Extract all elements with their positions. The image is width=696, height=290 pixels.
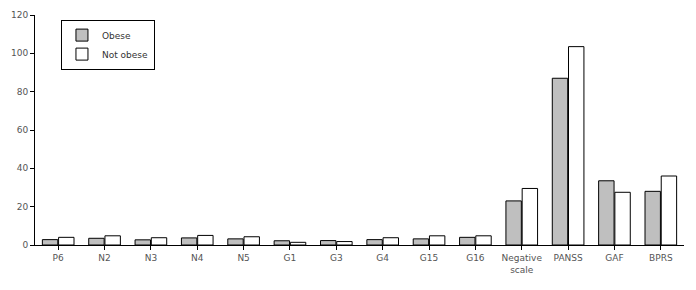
svg-text:0: 0	[22, 240, 28, 250]
svg-text:N4: N4	[191, 253, 204, 263]
svg-text:Negativescale: Negativescale	[502, 253, 543, 275]
svg-text:G4: G4	[376, 253, 389, 263]
svg-text:PANSS: PANSS	[554, 253, 583, 263]
svg-text:100: 100	[11, 48, 28, 58]
svg-text:N5: N5	[237, 253, 249, 263]
svg-text:120: 120	[11, 10, 28, 20]
svg-text:GAF: GAF	[605, 253, 623, 263]
svg-text:Obese: Obese	[102, 31, 131, 41]
svg-text:G1: G1	[284, 253, 297, 263]
svg-text:60: 60	[17, 125, 29, 135]
svg-text:G3: G3	[330, 253, 343, 263]
svg-text:N3: N3	[145, 253, 157, 263]
svg-text:P6: P6	[53, 253, 64, 263]
svg-text:N2: N2	[98, 253, 110, 263]
svg-text:40: 40	[17, 163, 29, 173]
svg-text:BPRS: BPRS	[649, 253, 673, 263]
svg-text:G16: G16	[466, 253, 485, 263]
svg-text:80: 80	[17, 87, 29, 97]
svg-text:G15: G15	[420, 253, 438, 263]
svg-text:20: 20	[17, 202, 29, 212]
svg-text:Not obese: Not obese	[102, 50, 148, 60]
